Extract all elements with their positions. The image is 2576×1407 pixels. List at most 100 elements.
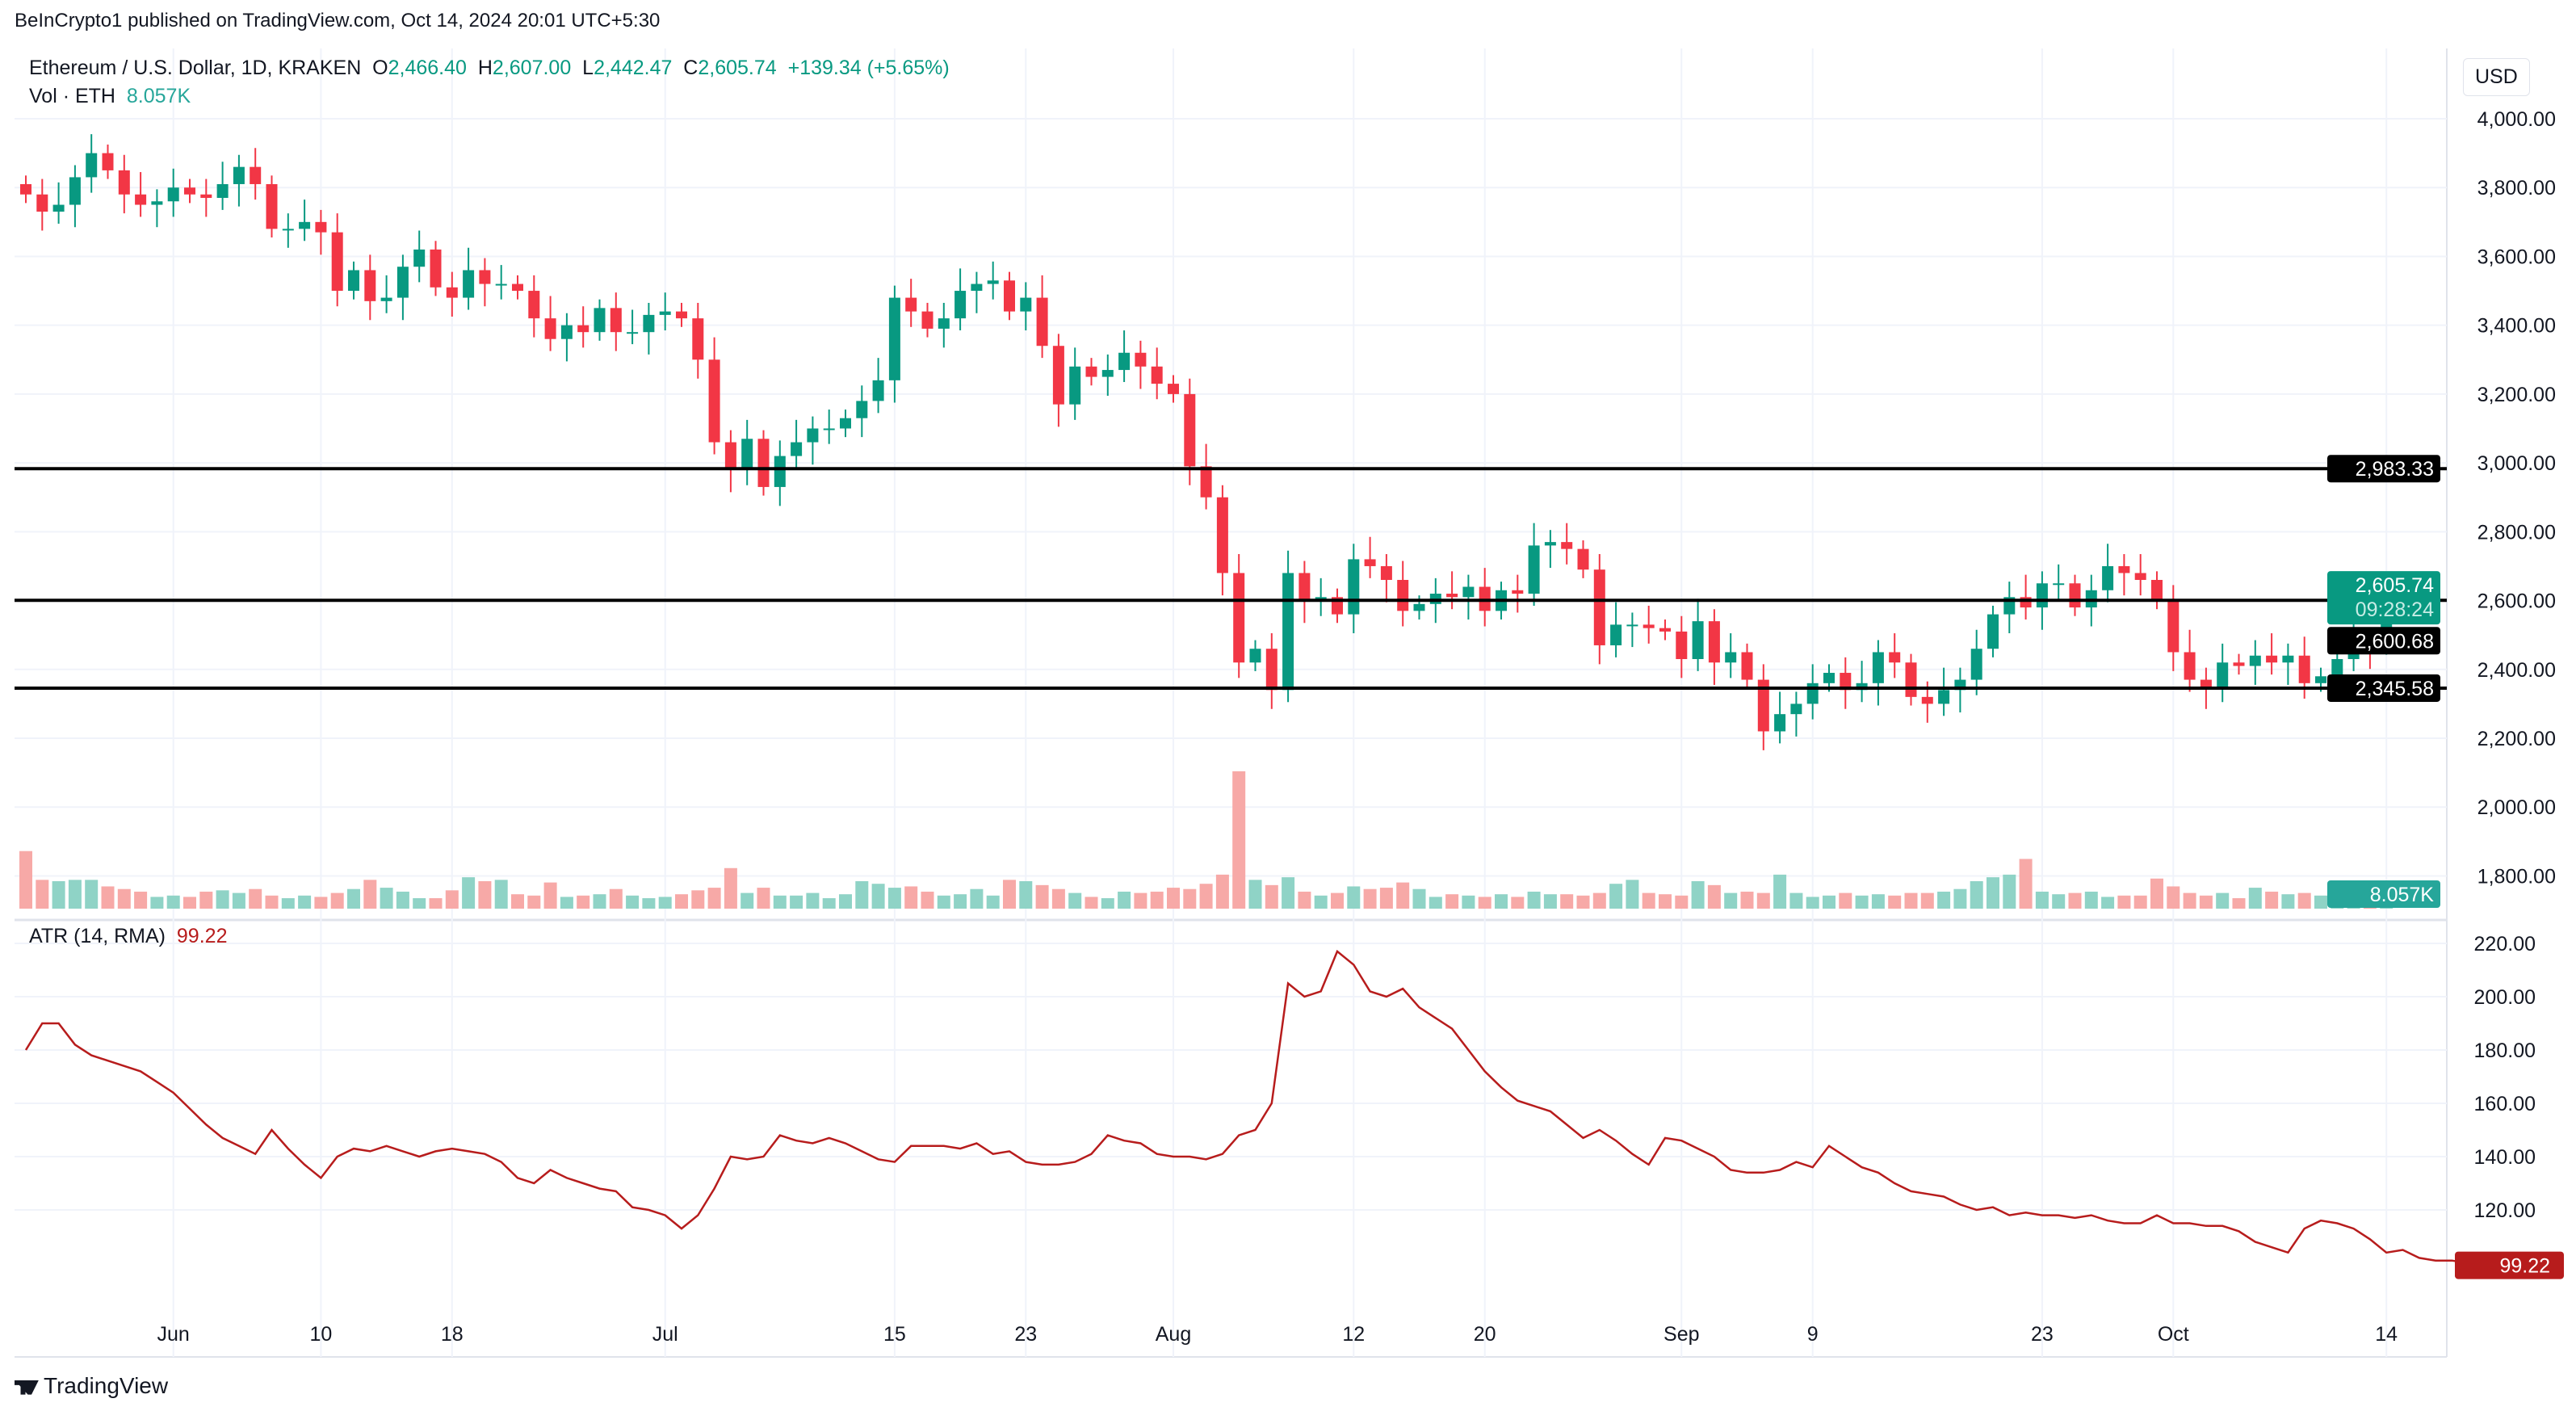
candle-body: [2217, 662, 2229, 687]
candle: [544, 296, 556, 351]
candle: [1462, 574, 1475, 620]
volume-bar: [1560, 894, 1574, 909]
candle-body: [1806, 682, 1819, 704]
currency-button[interactable]: USD: [2463, 58, 2530, 96]
candle: [905, 279, 917, 327]
candle-body: [1298, 573, 1311, 601]
volume-bar: [691, 890, 705, 909]
volume-bar: [1953, 888, 1967, 909]
candle-body: [2233, 662, 2245, 666]
candle-body: [1282, 573, 1294, 691]
volume-bar: [855, 880, 869, 909]
candle-body: [1938, 690, 1950, 704]
volume-bar: [1412, 888, 1426, 909]
volume-bar: [1134, 892, 1147, 909]
atr-label[interactable]: ATR (14, RMA): [29, 925, 166, 947]
volume-bar: [1183, 888, 1197, 909]
candle: [2266, 633, 2278, 675]
candle-body: [331, 232, 343, 292]
candle-body: [1790, 704, 1802, 715]
candle-body: [1741, 652, 1753, 680]
candle-body: [2036, 583, 2048, 608]
price-tick-label: 3,400.00: [2477, 315, 2556, 338]
volume-bar: [2248, 888, 2262, 909]
candle: [1757, 664, 1769, 750]
level-label: 2,345.58: [2356, 678, 2434, 700]
x-tick-label: Jul: [652, 1323, 678, 1346]
volume-bar: [396, 891, 409, 909]
volume-bar: [1248, 880, 1262, 909]
candle-body: [315, 221, 327, 233]
volume-bar: [1019, 880, 1033, 909]
candle-body: [1840, 673, 1852, 691]
candle: [1298, 561, 1311, 624]
price-tick-label: 2,800.00: [2477, 521, 2556, 544]
candle-body: [659, 311, 671, 315]
volume-axis-label: 8.057K: [2370, 884, 2435, 906]
candle-body: [643, 314, 655, 333]
candle: [1692, 598, 1704, 671]
volume-bar: [68, 880, 82, 909]
volume-bar: [134, 891, 148, 909]
volume-bar: [1445, 894, 1459, 909]
candle: [1200, 443, 1212, 510]
candle: [1101, 354, 1114, 397]
candle: [1069, 347, 1081, 420]
candle-body: [954, 291, 967, 319]
candle-body: [921, 311, 933, 329]
candle: [1643, 605, 1655, 644]
candle-body: [2266, 655, 2278, 663]
candle: [888, 285, 900, 403]
volume-bar: [117, 888, 131, 909]
volume-bar: [1282, 877, 1295, 909]
price-tick-label: 2,400.00: [2477, 659, 2556, 682]
volume-bar: [1314, 895, 1328, 909]
volume-bar: [265, 895, 279, 909]
candle-body: [1626, 624, 1638, 627]
candle-body: [479, 270, 491, 284]
candle-body: [610, 308, 622, 333]
volume-bar: [2265, 891, 2279, 909]
candle-body: [1168, 384, 1179, 394]
volume-bar: [1199, 884, 1213, 909]
candle-body: [1036, 297, 1048, 346]
candle-body: [299, 221, 311, 229]
x-tick-label: 18: [441, 1323, 464, 1346]
level-label: 2,983.33: [2356, 458, 2434, 481]
volume-bar: [511, 894, 524, 909]
candle-body: [52, 204, 65, 212]
symbol-name[interactable]: Ethereum / U.S. Dollar, 1D, KRAKEN: [29, 57, 362, 79]
volume-bar: [937, 895, 950, 909]
volume-bar: [887, 888, 901, 909]
volume-bar: [1691, 880, 1705, 909]
tradingview-logo[interactable]: TradingView: [15, 1373, 168, 1399]
candle-body: [167, 187, 179, 202]
candle-body: [1544, 542, 1556, 546]
volume-bar: [2150, 878, 2163, 909]
candle: [1216, 485, 1228, 596]
volume-bar: [1659, 894, 1672, 909]
candle: [1151, 347, 1163, 400]
close-value: 2,605.74: [698, 57, 777, 79]
price-tick-label: 2,200.00: [2477, 728, 2556, 750]
volume-bar: [904, 886, 918, 909]
candle-body: [1872, 652, 1884, 683]
volume-bar: [1429, 897, 1442, 909]
volume-bar: [1085, 897, 1098, 909]
volume-bar: [773, 895, 787, 909]
volume-bar: [1675, 895, 1689, 909]
candle-body: [1561, 542, 1573, 549]
candle-body: [135, 194, 147, 205]
volume-bar: [1970, 880, 1983, 909]
atr-last-label: 99.22: [2499, 1255, 2550, 1278]
volume-bar: [1478, 897, 1491, 909]
candle: [1233, 554, 1245, 678]
volume-bar: [1789, 892, 1803, 909]
candle-body: [1610, 624, 1622, 645]
candle-body: [1643, 624, 1655, 628]
candle-body: [380, 297, 392, 301]
candle: [2151, 571, 2163, 610]
candle-body: [544, 318, 556, 339]
